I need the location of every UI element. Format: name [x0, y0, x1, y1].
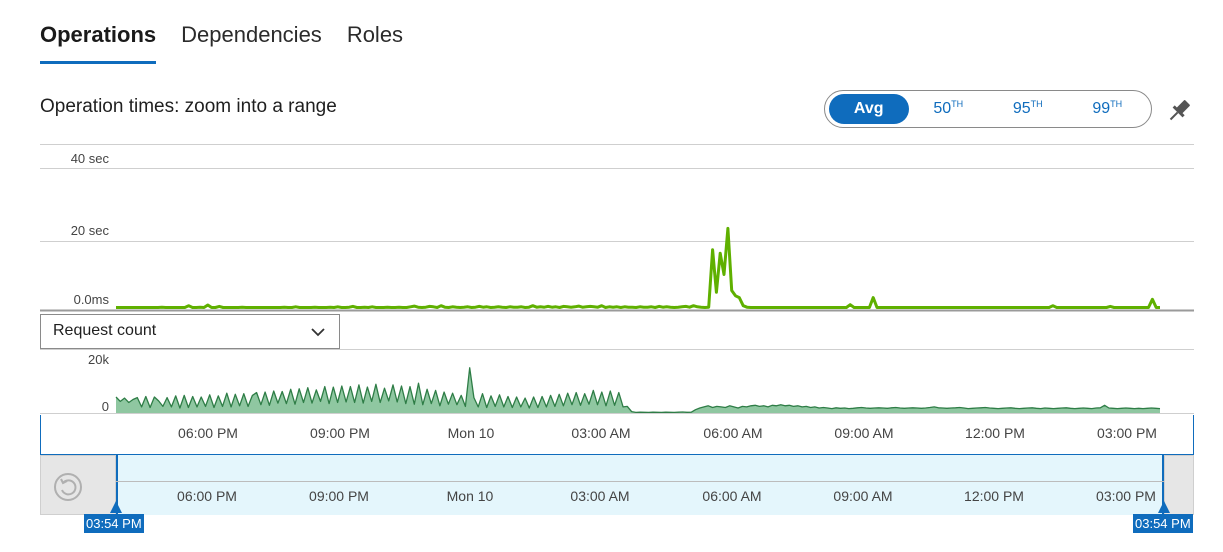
- p99-number: 99: [1092, 100, 1111, 117]
- y-tick-label: 40 sec: [70, 151, 109, 166]
- brush-tick-label: Mon 10: [446, 488, 494, 504]
- metric-dropdown-value: Request count: [53, 322, 157, 339]
- brush-tick-label: 12:00 PM: [964, 488, 1024, 504]
- brush-tick-label: 03:00 AM: [570, 488, 630, 504]
- brush-unselected-right: [1164, 455, 1194, 515]
- x-tick-label: Mon 10: [447, 425, 495, 441]
- tab-operations[interactable]: Operations: [40, 20, 157, 64]
- brush-tick-label: 03:00 PM: [1096, 488, 1156, 504]
- duration-chart-svg: [40, 144, 1194, 312]
- p95-suffix: TH: [1030, 99, 1043, 109]
- brush-tick-label: 09:00 PM: [309, 488, 369, 504]
- request-count-line: [115, 367, 1161, 414]
- pin-icon[interactable]: [1164, 96, 1194, 126]
- brush-tick-label: 06:00 PM: [177, 488, 237, 504]
- request-count-chart-svg: [40, 349, 1194, 414]
- x-tick-label: 12:00 PM: [965, 425, 1025, 441]
- p99-button[interactable]: 99TH: [1068, 94, 1148, 124]
- request-count-area: [116, 367, 1160, 413]
- time-range-brush[interactable]: 06:00 PM 09:00 PM Mon 10 03:00 AM 06:00 …: [40, 455, 1194, 515]
- x-tick-label: 03:00 AM: [571, 425, 631, 441]
- tab-bar: Operations Dependencies Roles: [40, 20, 403, 64]
- brush-tick-label: 06:00 AM: [702, 488, 762, 504]
- p50-suffix: TH: [951, 99, 964, 109]
- brush-end-label: 03:54 PM: [1133, 514, 1193, 533]
- avg-button[interactable]: Avg: [829, 94, 909, 124]
- y-tick-label: 0.0ms: [73, 292, 109, 307]
- p95-number: 95: [1012, 100, 1031, 117]
- section-title: Operation times: zoom into a range: [40, 96, 337, 117]
- chevron-down-icon: [311, 328, 325, 337]
- y-tick-label: 0: [101, 399, 109, 414]
- x-tick-label: 09:00 PM: [310, 425, 370, 441]
- y-tick-label: 20k: [88, 352, 109, 367]
- duration-series-line: [116, 226, 1160, 309]
- brush-axis-line: [116, 481, 1164, 482]
- p50-button[interactable]: 50TH: [909, 94, 989, 124]
- p95-button[interactable]: 95TH: [988, 94, 1068, 124]
- reset-zoom-icon[interactable]: [52, 471, 84, 503]
- brush-end-handle[interactable]: [1157, 500, 1171, 514]
- brush-tick-label: 09:00 AM: [833, 488, 893, 504]
- time-axis: 06:00 PM 09:00 PM Mon 10 03:00 AM 06:00 …: [40, 415, 1194, 455]
- metric-dropdown[interactable]: Request count: [40, 314, 340, 349]
- x-tick-label: 03:00 PM: [1097, 425, 1157, 441]
- request-count-chart[interactable]: [40, 349, 1194, 415]
- x-tick-label: 06:00 AM: [703, 425, 763, 441]
- tab-dependencies[interactable]: Dependencies: [181, 22, 322, 47]
- y-tick-label: 20 sec: [70, 223, 109, 238]
- brush-unselected-left: [40, 455, 116, 515]
- brush-selection[interactable]: [116, 455, 1164, 515]
- x-tick-label: 06:00 PM: [178, 425, 238, 441]
- duration-chart[interactable]: [40, 144, 1194, 314]
- p99-suffix: TH: [1110, 99, 1123, 109]
- x-tick-label: 09:00 AM: [834, 425, 894, 441]
- tab-roles[interactable]: Roles: [346, 22, 404, 47]
- p50-number: 50: [933, 100, 952, 117]
- brush-start-handle[interactable]: [109, 500, 123, 514]
- percentile-selector: Avg 50TH 95TH 99TH: [824, 90, 1152, 128]
- brush-start-label: 03:54 PM: [84, 514, 144, 533]
